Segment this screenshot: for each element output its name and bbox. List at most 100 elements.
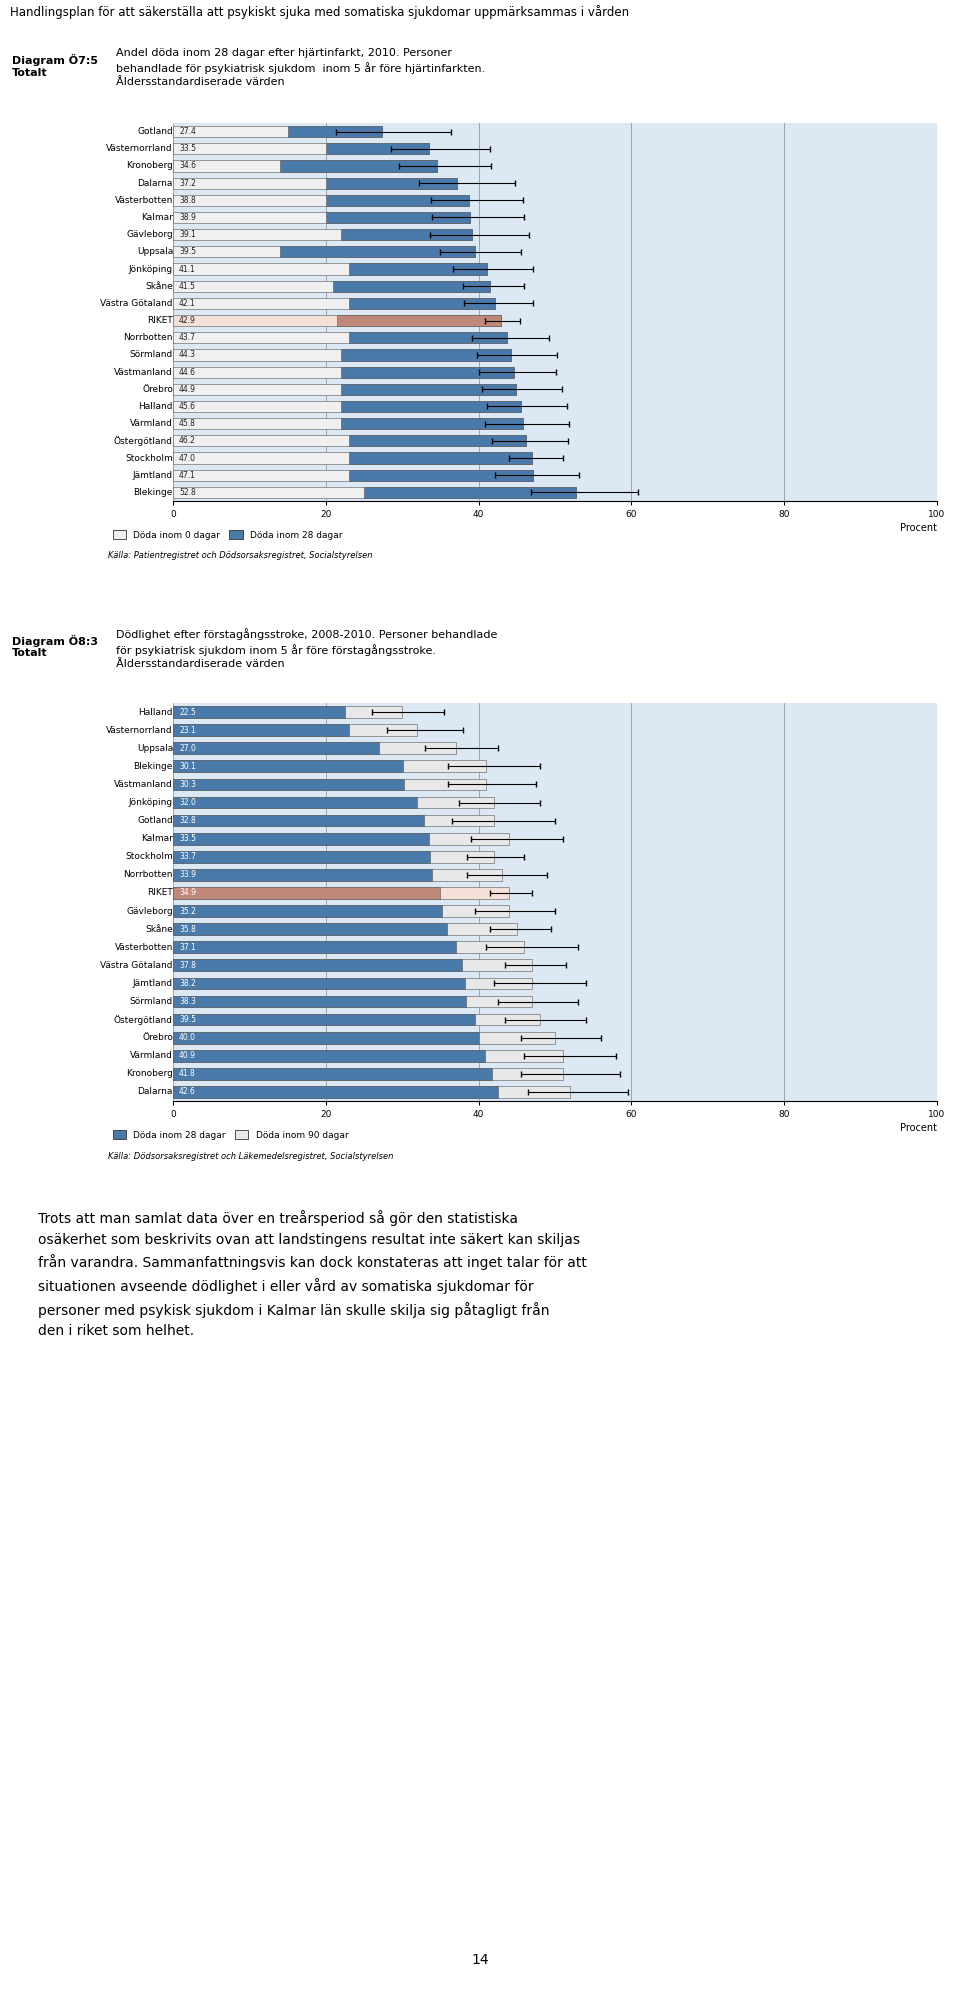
- Text: Västerbotten: Västerbotten: [114, 195, 173, 205]
- Text: 41.5: 41.5: [180, 281, 196, 291]
- Bar: [173, 263, 487, 275]
- Bar: [173, 941, 456, 953]
- Bar: [173, 281, 490, 291]
- Text: 40.0: 40.0: [180, 1033, 196, 1043]
- Bar: [173, 905, 509, 917]
- Bar: [173, 1087, 498, 1099]
- Bar: [173, 1013, 540, 1025]
- Text: Östergötland: Östergötland: [114, 1015, 173, 1025]
- Bar: [173, 297, 494, 309]
- Bar: [173, 778, 486, 790]
- Bar: [173, 706, 402, 718]
- Bar: [173, 923, 516, 935]
- Text: Blekinge: Blekinge: [133, 762, 173, 772]
- Bar: [173, 724, 418, 736]
- Bar: [325, 144, 429, 154]
- Bar: [341, 367, 514, 377]
- Text: Källa: Dödsorsaksregistret och Läkemedelsregistret, Socialstyrelsen: Källa: Dödsorsaksregistret och Läkemedel…: [108, 1151, 394, 1161]
- Bar: [341, 401, 521, 413]
- Text: Sörmland: Sörmland: [130, 351, 173, 359]
- Text: 41.1: 41.1: [180, 265, 196, 273]
- Text: 40.9: 40.9: [180, 1051, 196, 1061]
- Text: 14: 14: [471, 1952, 489, 1966]
- Bar: [173, 995, 466, 1007]
- Bar: [348, 263, 487, 275]
- Text: Stockholm: Stockholm: [125, 851, 173, 861]
- Bar: [325, 177, 457, 189]
- Text: Gotland: Gotland: [137, 816, 173, 826]
- Text: 30.3: 30.3: [180, 780, 196, 790]
- Bar: [173, 742, 456, 754]
- Bar: [173, 887, 509, 899]
- Text: 33.5: 33.5: [180, 833, 196, 843]
- Bar: [173, 1013, 475, 1025]
- Bar: [173, 144, 429, 154]
- Text: 38.9: 38.9: [180, 213, 196, 221]
- Bar: [173, 905, 442, 917]
- Text: Västmanland: Västmanland: [114, 367, 173, 377]
- Bar: [173, 1069, 492, 1079]
- Text: Kalmar: Kalmar: [141, 833, 173, 843]
- Bar: [173, 195, 469, 205]
- Text: 39.5: 39.5: [180, 247, 196, 257]
- Text: 41.8: 41.8: [180, 1069, 196, 1079]
- Bar: [348, 453, 532, 465]
- Bar: [325, 195, 469, 205]
- Text: 44.3: 44.3: [180, 351, 196, 359]
- Text: Skåne: Skåne: [145, 281, 173, 291]
- Text: Västernorrland: Västernorrland: [107, 726, 173, 734]
- Text: Jämtland: Jämtland: [132, 979, 173, 987]
- Text: Uppsala: Uppsala: [136, 744, 173, 752]
- Bar: [173, 833, 429, 845]
- Text: 38.2: 38.2: [180, 979, 196, 987]
- Text: 32.0: 32.0: [180, 798, 196, 808]
- Bar: [173, 1031, 555, 1043]
- Bar: [173, 724, 349, 736]
- Bar: [173, 941, 524, 953]
- Text: 23.1: 23.1: [180, 726, 196, 734]
- Text: 27.4: 27.4: [180, 128, 196, 136]
- Text: 22.5: 22.5: [180, 708, 196, 716]
- Text: Trots att man samlat data över en treårsperiod så gör den statistiska
osäkerhet : Trots att man samlat data över en treårs…: [38, 1210, 588, 1338]
- Text: Västra Götaland: Västra Götaland: [101, 299, 173, 307]
- Text: 32.8: 32.8: [180, 816, 196, 826]
- Text: 52.8: 52.8: [180, 489, 196, 497]
- Text: Halland: Halland: [138, 708, 173, 716]
- Text: Uppsala: Uppsala: [136, 247, 173, 257]
- Text: 27.0: 27.0: [180, 744, 196, 752]
- Text: Diagram Ö8:3
Totalt: Diagram Ö8:3 Totalt: [12, 634, 98, 658]
- Bar: [173, 869, 432, 881]
- Text: Dödlighet efter förstagångsstroke, 2008-2010. Personer behandlade
för psykiatris: Dödlighet efter förstagångsstroke, 2008-…: [116, 628, 497, 668]
- Bar: [333, 281, 490, 291]
- Bar: [280, 160, 438, 171]
- Bar: [173, 315, 501, 327]
- Text: Dalarna: Dalarna: [137, 179, 173, 187]
- Bar: [341, 229, 471, 239]
- Text: 38.3: 38.3: [180, 997, 196, 1007]
- Bar: [173, 1031, 479, 1043]
- Text: Sörmland: Sörmland: [130, 997, 173, 1007]
- Text: Jönköping: Jönköping: [129, 798, 173, 808]
- Text: Norrbotten: Norrbotten: [124, 333, 173, 343]
- Text: 42.6: 42.6: [180, 1087, 196, 1097]
- Text: Andel döda inom 28 dagar efter hjärtinfarkt, 2010. Personer
behandlade för psyki: Andel döda inom 28 dagar efter hjärtinfa…: [116, 48, 485, 88]
- Text: 43.7: 43.7: [180, 333, 196, 343]
- Text: 39.5: 39.5: [180, 1015, 196, 1025]
- Bar: [288, 126, 382, 138]
- Text: Källa: Patientregistret och Dödsorsaksregistret, Socialstyrelsen: Källa: Patientregistret och Dödsorsaksre…: [108, 552, 372, 560]
- Text: 34.6: 34.6: [180, 162, 196, 169]
- Bar: [173, 778, 404, 790]
- Text: Värmland: Värmland: [131, 419, 173, 429]
- Text: Värmland: Värmland: [131, 1051, 173, 1061]
- Bar: [173, 333, 507, 343]
- Bar: [173, 126, 382, 138]
- Text: 35.2: 35.2: [180, 907, 196, 915]
- Text: Halland: Halland: [138, 403, 173, 411]
- X-axis label: Procent: Procent: [900, 522, 937, 532]
- Bar: [173, 211, 470, 223]
- Text: 37.1: 37.1: [180, 943, 196, 951]
- Text: 30.1: 30.1: [180, 762, 196, 772]
- Text: Diagram Ö7:5
Totalt: Diagram Ö7:5 Totalt: [12, 54, 98, 78]
- Bar: [173, 816, 493, 826]
- Bar: [341, 349, 512, 361]
